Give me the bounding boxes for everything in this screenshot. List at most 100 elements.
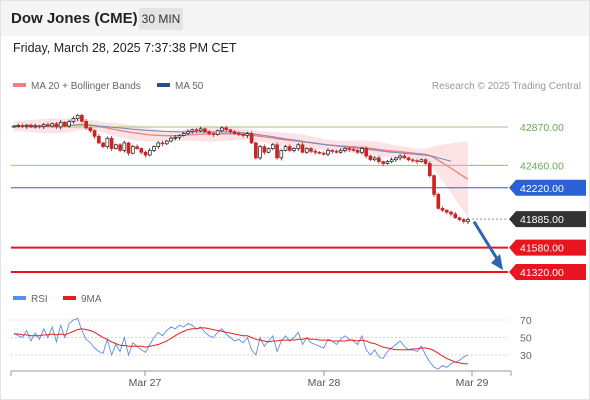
candle-body-67 <box>296 144 301 149</box>
candle-body-87 <box>381 161 385 164</box>
candle-body-74 <box>326 150 330 155</box>
candle-body-63 <box>279 150 284 159</box>
header-bar: Dow Jones (CME) 30 MIN <box>1 1 589 36</box>
instrument-title: Dow Jones (CME) <box>11 10 138 27</box>
candle-body-18 <box>88 127 93 132</box>
candle-body-5 <box>33 125 38 128</box>
candle-body-95 <box>415 160 419 163</box>
candle-body-7 <box>41 124 46 127</box>
candle-body-40 <box>181 133 186 136</box>
candle-body-15 <box>75 114 80 119</box>
rsi-ma-line <box>14 327 468 365</box>
candle-body-51 <box>228 129 233 133</box>
candle-body-107 <box>466 219 470 222</box>
candle-body-47 <box>211 133 216 135</box>
level-badge-5 <box>509 264 586 280</box>
candle-body-56 <box>249 133 254 144</box>
candle-body-88 <box>385 161 390 164</box>
candle-body-70 <box>309 148 313 152</box>
candle-body-64 <box>283 146 288 151</box>
candle-body-14 <box>71 118 76 122</box>
candle-body-23 <box>109 137 114 149</box>
candle-body-82 <box>360 148 364 153</box>
candle-body-79 <box>347 148 352 150</box>
candle-body-32 <box>147 150 152 156</box>
candle-body-66 <box>292 148 296 151</box>
candle-body-33 <box>152 146 156 151</box>
rsi-tick-1: 50 <box>520 333 532 345</box>
candle-body-83 <box>364 148 368 157</box>
level-badge-3 <box>509 211 586 228</box>
candle-body-36 <box>164 140 169 145</box>
candle-body-105 <box>457 217 462 220</box>
projection-arrow-head <box>491 254 503 270</box>
candle-body-102 <box>444 209 449 213</box>
candle-body-96 <box>419 159 424 162</box>
candle-body-4 <box>29 124 33 128</box>
candle-body-61 <box>271 144 275 149</box>
level-label-2: 42220.00 <box>520 183 564 195</box>
legend-ma20: MA 20 + Bollinger Bands <box>13 81 141 92</box>
candle-body-68 <box>300 144 305 153</box>
candle-body-52 <box>232 131 237 134</box>
candle-body-10 <box>54 123 59 128</box>
candle-body-86 <box>377 157 381 162</box>
candle-body-91 <box>398 155 402 159</box>
candle-body-73 <box>321 152 326 155</box>
candle-body-103 <box>449 211 453 215</box>
candle-body-78 <box>343 148 347 151</box>
level-label-3: 41885.00 <box>520 214 564 226</box>
candle-body-12 <box>63 121 67 127</box>
candle-body-55 <box>245 133 250 136</box>
level-label-1: 42460.00 <box>520 160 564 172</box>
candle-body-80 <box>351 149 356 151</box>
candle-body-21 <box>101 142 105 147</box>
candle-body-71 <box>313 150 318 153</box>
rsi-tick-0: 70 <box>520 315 532 327</box>
level-label-0: 42870.00 <box>520 122 564 134</box>
level-badge-4 <box>509 239 586 256</box>
candle-body-22 <box>105 137 110 147</box>
candle-body-69 <box>304 148 309 153</box>
legend-rsi-ma-label: 9MA <box>81 294 102 305</box>
legend-ma50-label: MA 50 <box>175 81 204 92</box>
candle-body-58 <box>258 146 262 159</box>
candle-body-76 <box>334 150 339 153</box>
rsi-line <box>13 317 469 370</box>
candle-body-28 <box>130 146 135 154</box>
candle-body-84 <box>368 155 373 161</box>
candle-body-46 <box>207 131 211 134</box>
candle-body-44 <box>198 128 203 132</box>
candle-body-11 <box>58 121 63 128</box>
candle-body-72 <box>317 151 322 154</box>
candle-body-29 <box>135 146 139 149</box>
timestamp: Friday, March 28, 2025 7:37:38 PM CET <box>13 41 237 55</box>
x-tick-label-0: Mar 27 <box>129 377 162 389</box>
candle-body-39 <box>177 135 182 138</box>
candle-body-31 <box>143 151 148 156</box>
candle-body-50 <box>224 127 228 131</box>
candle-body-16 <box>80 114 84 122</box>
candle-body-106 <box>461 219 466 222</box>
candle-body-77 <box>338 150 343 153</box>
candle-body-62 <box>275 144 279 159</box>
candle-body-1 <box>16 125 21 127</box>
legend-rsi: RSI <box>13 294 48 305</box>
candle-body-57 <box>254 142 258 159</box>
ma20-swatch-icon <box>13 83 26 88</box>
candle-body-42 <box>190 129 195 133</box>
candle-body-49 <box>220 127 224 132</box>
candle-body-20 <box>97 136 101 144</box>
candle-body-98 <box>427 163 432 176</box>
x-tick-label-2: Mar 29 <box>456 377 489 389</box>
candle-body-53 <box>237 133 241 135</box>
candle-body-65 <box>287 146 292 151</box>
candle-body-19 <box>92 130 97 137</box>
candle-body-45 <box>203 128 207 133</box>
candle-body-2 <box>20 125 25 127</box>
candle-body-3 <box>24 124 29 127</box>
timeframe-badge[interactable]: 30 MIN <box>139 8 183 30</box>
rsi-swatch-icon <box>13 296 26 301</box>
candle-body-85 <box>372 157 377 161</box>
candle-body-100 <box>436 194 441 209</box>
